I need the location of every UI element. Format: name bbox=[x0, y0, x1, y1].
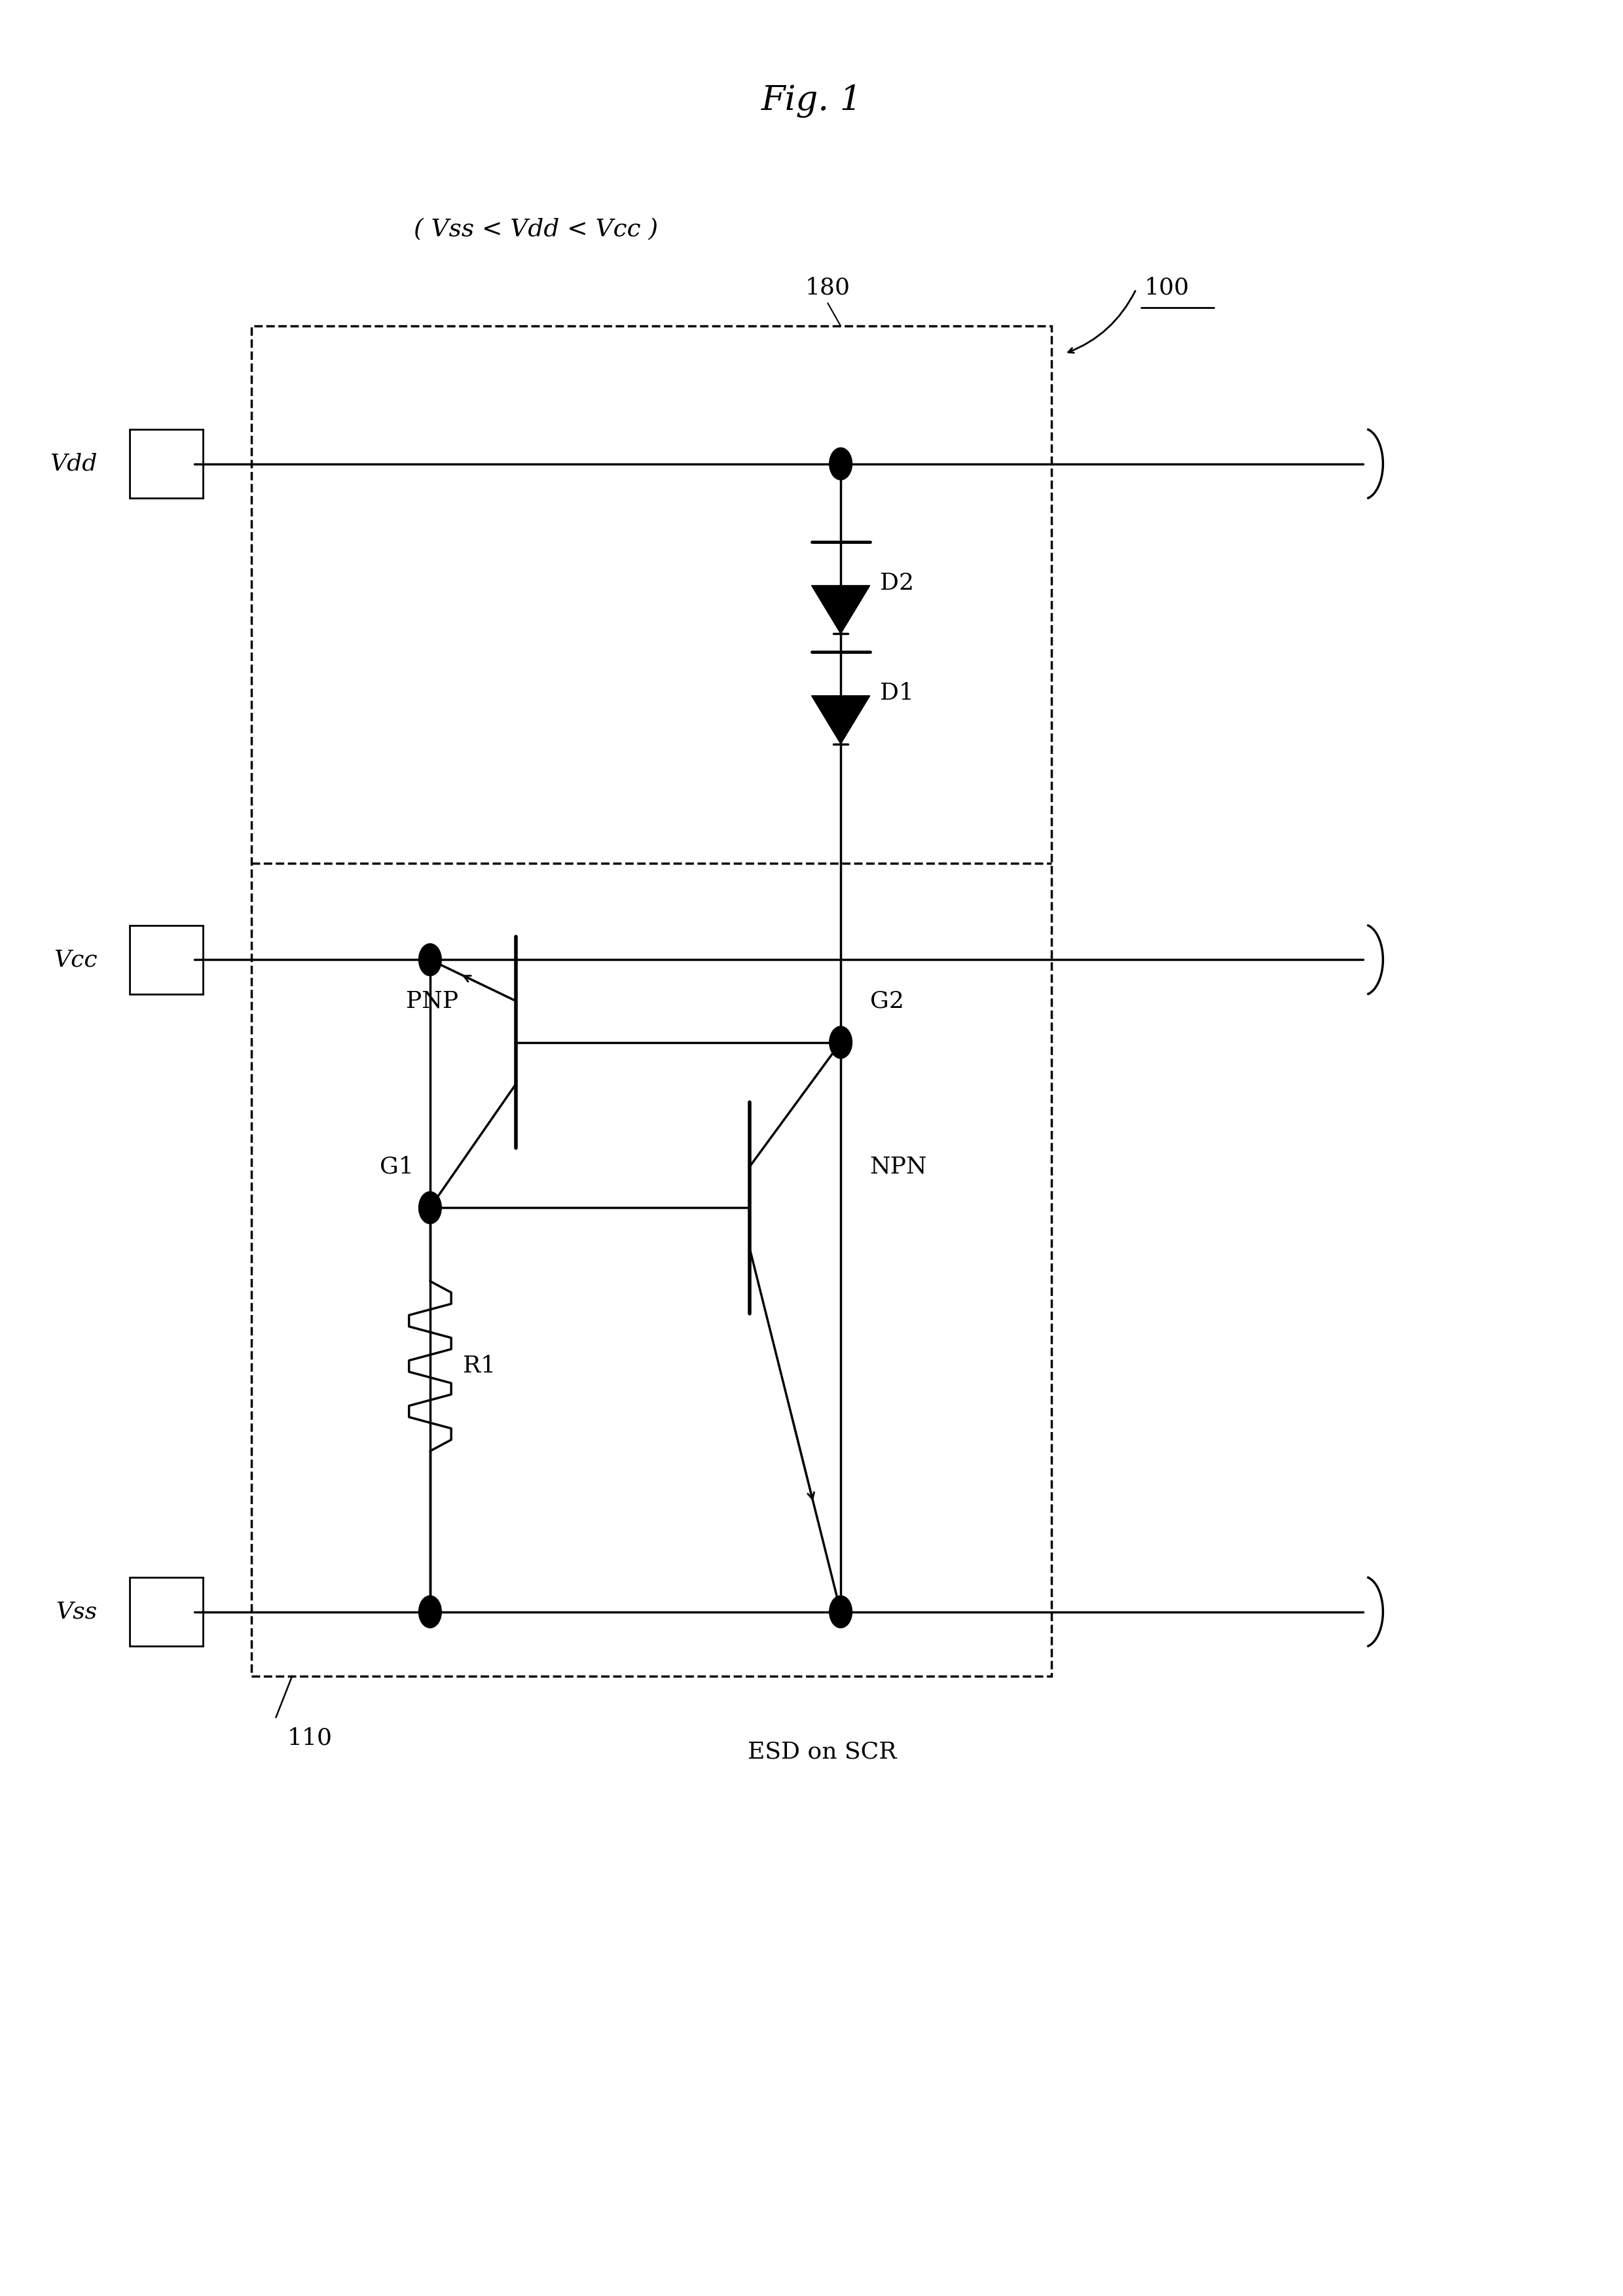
Circle shape bbox=[419, 1192, 441, 1224]
Bar bbox=[130, 925, 203, 994]
Circle shape bbox=[829, 1026, 852, 1058]
Text: D1: D1 bbox=[880, 682, 914, 705]
Bar bbox=[130, 429, 203, 498]
Circle shape bbox=[829, 1596, 852, 1628]
Text: ( Vss < Vdd < Vcc ): ( Vss < Vdd < Vcc ) bbox=[414, 218, 657, 241]
Text: 110: 110 bbox=[287, 1727, 333, 1750]
Text: NPN: NPN bbox=[870, 1155, 927, 1178]
Text: Vcc: Vcc bbox=[54, 948, 97, 971]
Text: Fig. 1: Fig. 1 bbox=[761, 85, 862, 117]
Bar bbox=[130, 1577, 203, 1646]
Text: ESD on SCR: ESD on SCR bbox=[748, 1740, 896, 1763]
Text: 100: 100 bbox=[1144, 276, 1190, 298]
Text: 180: 180 bbox=[805, 276, 850, 298]
Polygon shape bbox=[812, 585, 870, 634]
Text: G1: G1 bbox=[380, 1155, 414, 1178]
Polygon shape bbox=[812, 696, 870, 744]
Bar bbox=[252, 326, 1052, 1676]
Circle shape bbox=[829, 448, 852, 480]
Text: Vss: Vss bbox=[57, 1600, 97, 1623]
Text: Vdd: Vdd bbox=[50, 452, 97, 475]
Text: D2: D2 bbox=[880, 572, 914, 595]
Circle shape bbox=[419, 1596, 441, 1628]
Text: R1: R1 bbox=[463, 1355, 495, 1378]
Circle shape bbox=[419, 944, 441, 976]
Text: PNP: PNP bbox=[406, 990, 458, 1013]
Text: G2: G2 bbox=[870, 990, 904, 1013]
